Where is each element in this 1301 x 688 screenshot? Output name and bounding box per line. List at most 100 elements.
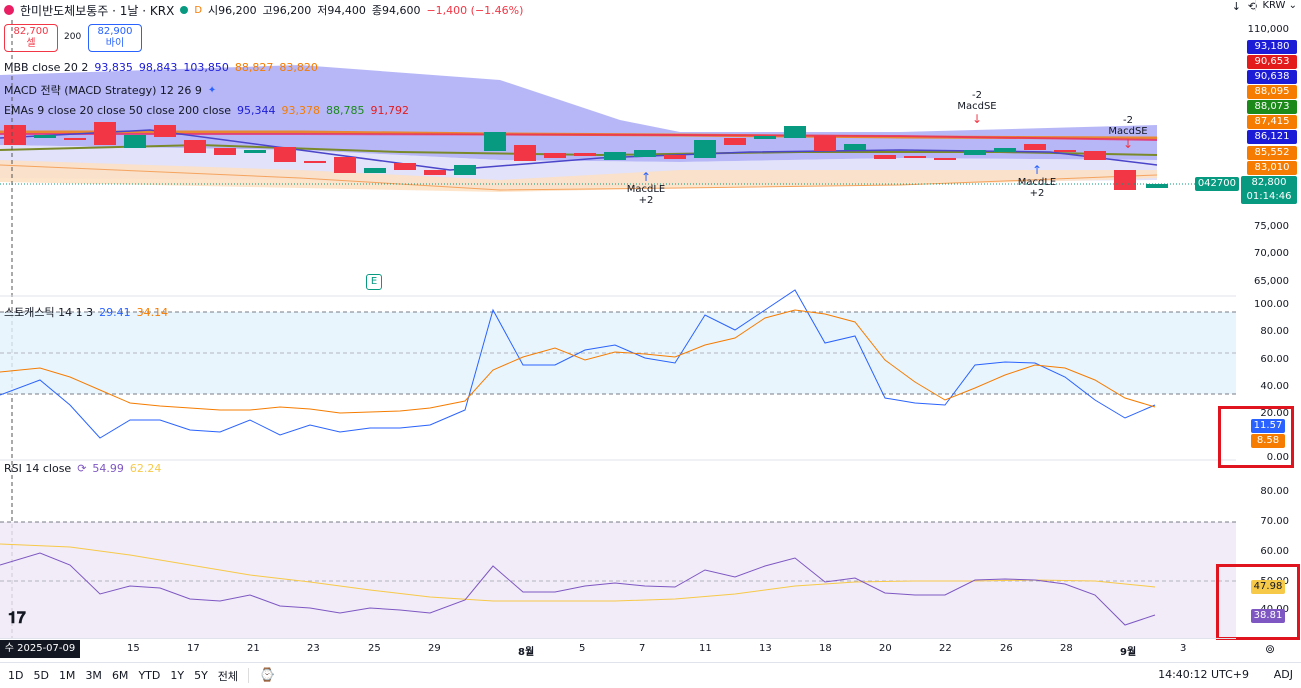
price-tag: 86,121: [1247, 130, 1297, 144]
symbol-title[interactable]: 한미반도체보통주 · 1날 · KRX: [20, 3, 175, 18]
price-axis-label: 110,000: [1247, 24, 1289, 35]
candle: [1084, 151, 1106, 160]
candle: [724, 138, 746, 145]
candle: [904, 156, 926, 158]
price-candles: [4, 122, 1168, 190]
signal-num: +2: [638, 195, 654, 206]
price-axis-label: 70,000: [1254, 248, 1289, 259]
sell-button[interactable]: 82,700 셀: [4, 24, 58, 52]
signal-label: MacdLE: [1017, 177, 1057, 188]
ema-value-2: 93,378: [281, 104, 321, 117]
ema-value-4: 91,792: [370, 104, 410, 117]
candle: [634, 150, 656, 157]
refresh-icon[interactable]: ⟲: [1247, 0, 1257, 13]
signal-label: MacdSE: [957, 101, 997, 112]
tf-1m[interactable]: 1M: [58, 669, 76, 682]
price-tag: 87,415: [1247, 115, 1297, 129]
rsi-ma-line: [0, 543, 1156, 602]
stoch-axis-label: 60.00: [1260, 354, 1289, 365]
candle: [304, 161, 326, 163]
candle: [4, 125, 26, 145]
calendar-icon[interactable]: ⌚: [248, 668, 275, 683]
stoch-k-tag: 11.57: [1251, 419, 1285, 433]
sparkle-icon[interactable]: ✦: [207, 84, 217, 96]
tf-all[interactable]: 전체: [217, 669, 239, 683]
highlight-box: [1218, 406, 1294, 468]
time-tick: 26: [1000, 643, 1013, 654]
currency-select[interactable]: KRW ⌄: [1255, 0, 1297, 11]
candle: [874, 155, 896, 159]
candle: [1146, 184, 1168, 188]
rsi-value-2: 62.24: [129, 462, 162, 475]
candle: [934, 158, 956, 160]
crosshair-date: 수 2025-07-09: [0, 640, 80, 658]
ema-50-line: [0, 133, 1158, 141]
earnings-marker[interactable]: E: [366, 274, 382, 290]
time-tick: 20: [879, 643, 892, 654]
time-axis[interactable]: [0, 638, 1236, 660]
tf-1d[interactable]: 1D: [8, 669, 24, 682]
price-tag: 85,552: [1247, 146, 1297, 160]
arrow-down-icon: ↓: [971, 112, 983, 126]
price-tag: 83,010: [1247, 161, 1297, 175]
stoch-axis-label: 80.00: [1260, 326, 1289, 337]
sync-icon[interactable]: ⟳: [77, 462, 87, 475]
emas-legend[interactable]: EMAs 9 close 20 close 50 close 200 close…: [4, 104, 409, 117]
rsi-axis-label: 70.00: [1260, 516, 1289, 527]
tf-ytd[interactable]: YTD: [138, 669, 161, 682]
buy-button[interactable]: 82,900 바이: [88, 24, 142, 52]
macd-name: MACD 전략 (MACD Strategy) 12 26 9: [4, 84, 202, 97]
signal-macdse: -2 MacdSE ↓: [1106, 115, 1150, 151]
time-tick: 9월: [1120, 647, 1137, 658]
mbb-value-5: 83,820: [279, 61, 318, 74]
download-icon[interactable]: ↓: [1231, 0, 1241, 13]
mbb-value-4: 88,827: [234, 61, 274, 74]
arrow-up-icon: ↑: [1031, 163, 1043, 177]
stoch-legend[interactable]: 스토캐스틱 14 1 3 29.41 34.14: [4, 304, 168, 320]
tf-5y[interactable]: 5Y: [194, 669, 208, 682]
time-tick: 7: [639, 643, 646, 654]
candle: [364, 168, 386, 173]
ema-value-3: 88,785: [326, 104, 365, 117]
tradingview-logo-icon[interactable]: 𝟏𝟕: [8, 608, 26, 627]
ohlc-high: 고96,200: [262, 4, 312, 17]
delay-badge: D: [194, 4, 203, 16]
ohlc-change: −1,400 (−1.46%): [426, 3, 524, 17]
tf-3m[interactable]: 3M: [85, 669, 102, 682]
ohlc-close: 종94,600: [371, 4, 421, 17]
candle: [994, 148, 1016, 152]
macd-legend[interactable]: MACD 전략 (MACD Strategy) 12 26 9 ✦: [4, 82, 216, 98]
adj-toggle[interactable]: ADJ: [1273, 668, 1293, 681]
clock[interactable]: 14:40:12 UTC+9: [1158, 668, 1249, 681]
rsi-legend[interactable]: RSI 14 close ⟳ 54.99 62.24: [4, 462, 161, 475]
price-tag: 90,638: [1247, 70, 1297, 84]
time-tick: 15: [127, 643, 140, 654]
candle: [1114, 170, 1136, 190]
tf-6m[interactable]: 6M: [111, 669, 129, 682]
stoch-k-value: 29.41: [99, 305, 131, 319]
candle: [694, 140, 716, 158]
arrow-down-icon: ↓: [1122, 137, 1134, 151]
candle: [184, 140, 206, 153]
rsi-axis-label: 80.00: [1260, 486, 1289, 497]
time-tick: 22: [939, 643, 952, 654]
candle: [334, 157, 356, 173]
tf-5d[interactable]: 5D: [33, 669, 49, 682]
last-price: 82,800: [1251, 177, 1287, 188]
settings-icon[interactable]: ⊚: [1264, 642, 1275, 656]
rsi-tag: 38.81: [1251, 609, 1285, 623]
mbb-legend[interactable]: MBB close 20 2 93,835 98,843 103,850 88,…: [4, 61, 318, 74]
sell-price: 82,700: [13, 26, 49, 37]
rsi-line: [0, 552, 1156, 626]
candle: [124, 135, 146, 148]
spread-value: 200: [64, 32, 82, 42]
buy-price: 82,900: [97, 26, 133, 37]
ohlc-open: 시96,200: [208, 4, 257, 17]
time-tick: 3: [1180, 643, 1187, 654]
chart-canvas[interactable]: [0, 20, 1236, 638]
candle: [844, 144, 866, 150]
buy-label: 바이: [105, 38, 125, 49]
price-tag: 90,653: [1247, 55, 1297, 69]
tf-1y[interactable]: 1Y: [170, 669, 185, 682]
time-tick: 13: [759, 643, 772, 654]
